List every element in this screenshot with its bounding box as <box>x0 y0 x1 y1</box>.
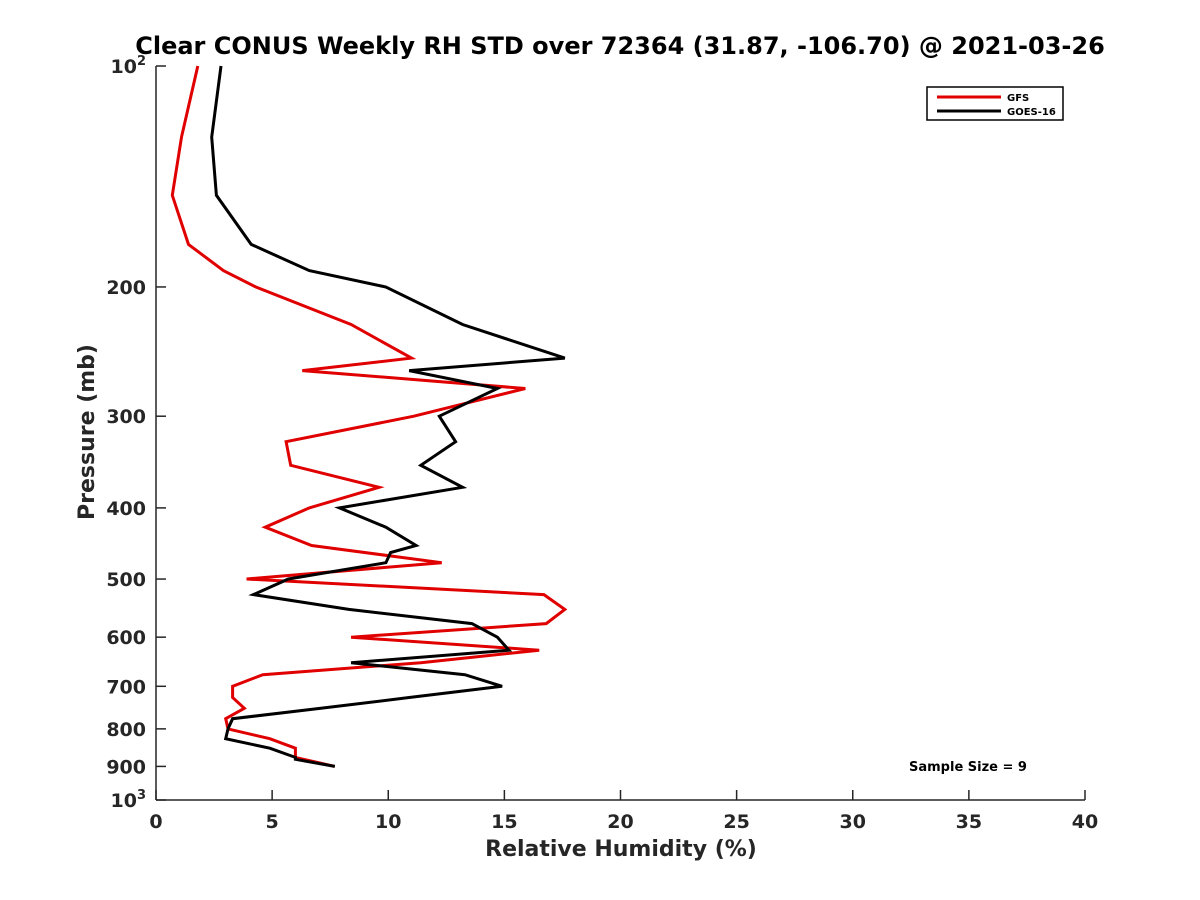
legend-label: GFS <box>1007 93 1029 104</box>
x-tick-label: 5 <box>266 811 279 833</box>
x-tick-label: 40 <box>1072 811 1098 833</box>
y-tick-label: 700 <box>106 676 146 698</box>
series-line-gfs <box>170 65 568 768</box>
y-tick-label: 200 <box>106 277 146 299</box>
x-tick-label: 35 <box>956 811 982 833</box>
y-tick-label: 600 <box>106 627 146 649</box>
legend-label: GOES-16 <box>1007 107 1056 118</box>
y-tick-label: 102 <box>111 54 147 78</box>
x-tick-label: 0 <box>149 811 162 833</box>
y-tick-label: 500 <box>106 569 146 591</box>
x-axis-label: Relative Humidity (%) <box>485 837 757 862</box>
sample-size-annotation: Sample Size = 9 <box>909 760 1027 775</box>
y-tick-label: 900 <box>106 756 146 778</box>
x-tick-label: 15 <box>491 811 517 833</box>
x-tick-label: 25 <box>723 811 749 833</box>
y-tick-label: 400 <box>106 498 146 520</box>
plot-area <box>155 66 1085 801</box>
series-line-goes-16 <box>210 65 566 768</box>
y-axis-label: Pressure (mb) <box>75 344 100 520</box>
legend: GFS GOES-16 <box>926 86 1064 121</box>
series-layer <box>170 65 568 768</box>
y-tick-label: 300 <box>106 406 146 428</box>
x-tick-label: 10 <box>375 811 401 833</box>
x-tick-label: 20 <box>607 811 633 833</box>
legend-box <box>926 86 1064 121</box>
x-tick-label: 30 <box>840 811 866 833</box>
chart-title: Clear CONUS Weekly RH STD over 72364 (31… <box>135 32 1105 60</box>
y-axis: 102 200 300 400 500 600 700 800 900 103 <box>106 54 166 812</box>
y-tick-label: 800 <box>106 719 146 741</box>
y-tick-label: 103 <box>111 788 147 812</box>
x-axis: 0 5 10 15 20 25 30 35 40 <box>149 790 1098 833</box>
